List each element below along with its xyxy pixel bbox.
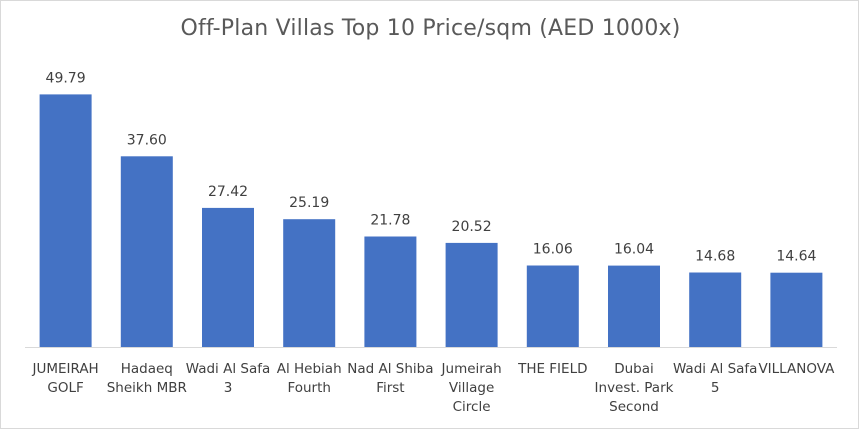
category-label: VILLANOVA — [758, 361, 835, 377]
bar — [364, 236, 417, 347]
category-label: Nad Al Shiba First — [347, 361, 433, 396]
category-label: Al Hebiah Fourth — [277, 361, 342, 396]
data-label: 27.42 — [208, 184, 248, 200]
category-label: Wadi Al Safa 5 — [673, 361, 758, 396]
category-label: Hadaeq Sheikh MBR — [107, 361, 187, 396]
bar — [770, 272, 823, 347]
data-label: 16.06 — [533, 242, 573, 258]
bar — [120, 156, 173, 347]
bar — [608, 265, 660, 347]
category-label: JUMEIRAH GOLF — [31, 361, 98, 396]
data-label: 49.79 — [46, 70, 86, 86]
category-label: Dubai Invest. Park Second — [595, 361, 674, 415]
bar — [39, 94, 92, 348]
data-label: 20.52 — [452, 219, 492, 235]
bar — [283, 219, 336, 347]
data-label: 14.68 — [695, 249, 735, 265]
data-label: 21.78 — [370, 213, 410, 229]
category-label: THE FIELD — [517, 361, 587, 377]
bar — [689, 272, 742, 347]
data-label: 25.19 — [289, 195, 329, 211]
data-label: 16.04 — [614, 242, 654, 258]
data-label: 37.60 — [127, 132, 167, 148]
category-label: Jumeirah Village Circle — [441, 361, 502, 415]
chart-title: Off-Plan Villas Top 10 Price/sqm (AED 10… — [180, 16, 681, 41]
category-label: Wadi Al Safa 3 — [186, 361, 271, 396]
data-label: 14.64 — [776, 249, 816, 265]
bar — [526, 265, 579, 347]
bar — [445, 242, 498, 347]
bar — [202, 207, 254, 347]
